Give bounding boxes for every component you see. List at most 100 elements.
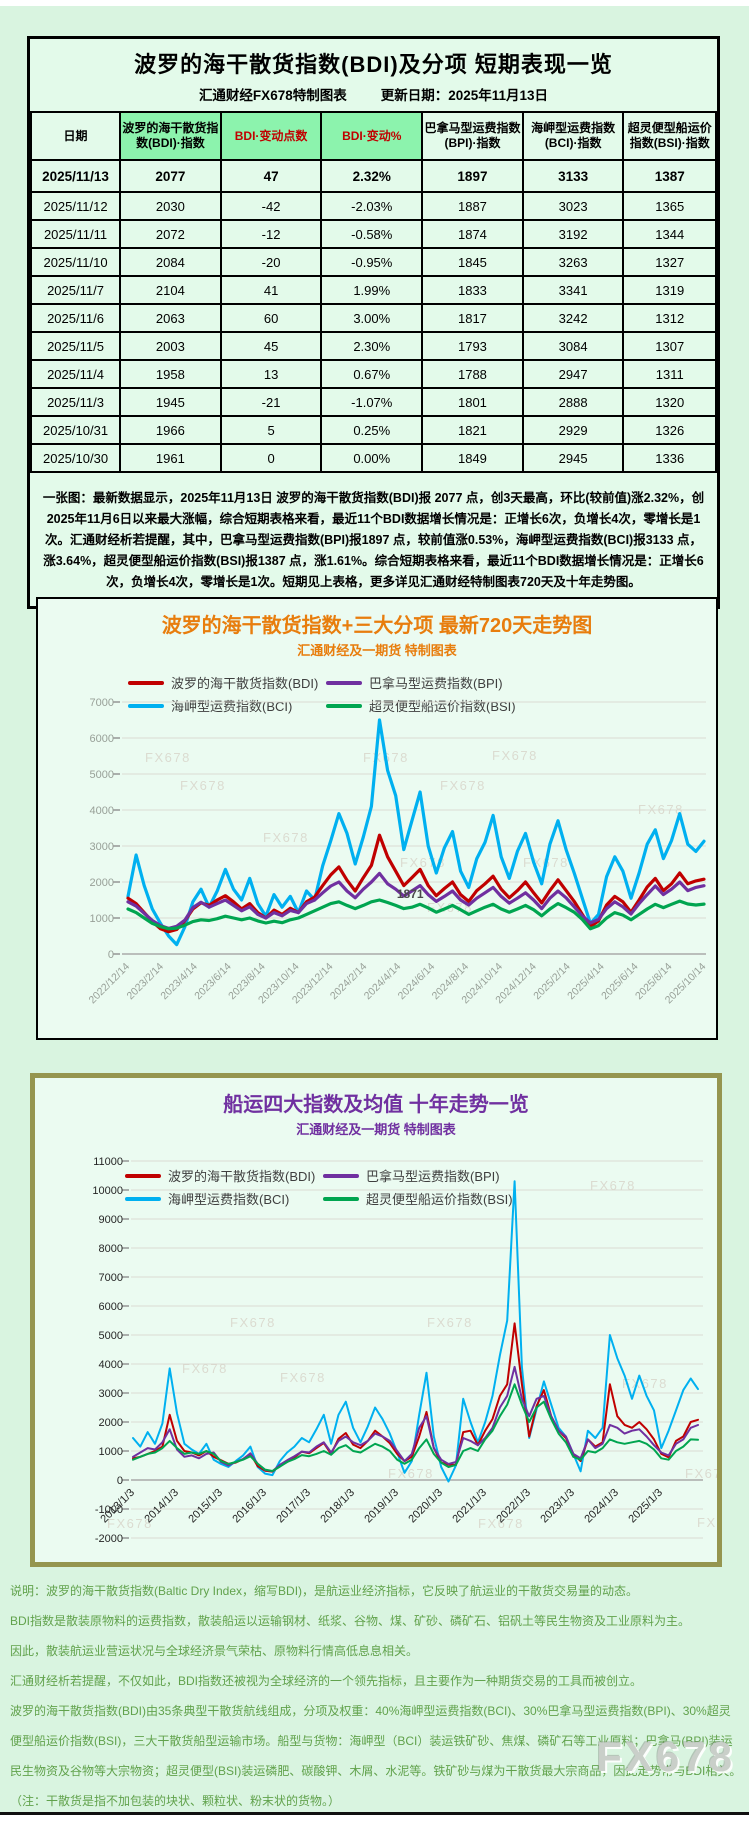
x-tick-label: 2014/1/3 xyxy=(142,1487,181,1526)
chart1-subtitle: 汇通财经及一期货 特制图表 xyxy=(297,643,457,658)
y-tick-label: -2000 xyxy=(95,1533,123,1545)
table-cell: 0.00% xyxy=(320,443,424,473)
fx678-watermark: FX678 xyxy=(388,1466,434,1481)
table-row: 2025/11/4 1958 13 0.67% 1788 2947 1311 xyxy=(29,359,717,389)
table-subtitle: 汇通财经FX678特制图表 更新日期：2025年11月13日 xyxy=(30,84,717,104)
fx678-watermark: FX678 xyxy=(182,1361,228,1376)
fx678-watermark: FX678 xyxy=(107,1516,153,1531)
table-cell: 2025/11/12 xyxy=(29,191,122,221)
column-header: BDI·变动点数 xyxy=(219,111,323,161)
y-tick-label: 6000 xyxy=(99,1301,123,1313)
table-cell: -0.95% xyxy=(320,247,424,277)
series-line-2 xyxy=(132,1180,699,1483)
table-row: 2025/11/11 2072 -12 -0.58% 1874 3192 1344 xyxy=(29,219,717,249)
y-tick-label: -1000 xyxy=(95,1504,123,1516)
table-cell: 1833 xyxy=(421,275,524,305)
table-cell: 1817 xyxy=(421,303,524,333)
table-cell: 13 xyxy=(219,359,323,389)
table-row: 2025/11/6 2063 60 3.00% 1817 3242 1312 xyxy=(29,303,717,333)
footnote-line: 波罗的海干散货指数(BDI)由35条典型干散货航线组成，分项及权重：40%海岬型… xyxy=(10,1704,742,1808)
table-row: 2025/11/13 2077 47 2.32% 1897 3133 1387 xyxy=(29,159,717,193)
table-cell: 2025/11/11 xyxy=(29,219,122,249)
fx678-watermark: FX678 xyxy=(478,1516,524,1531)
table-cell: 5 xyxy=(219,415,323,445)
fx678-watermark: FX678 xyxy=(427,1315,473,1330)
fx678-watermark: FX678 xyxy=(596,1733,735,1780)
table-cell: 3341 xyxy=(521,275,625,305)
table-cell: 1845 xyxy=(421,247,524,277)
table-cell: 1897 xyxy=(421,159,524,193)
table-row: 2025/11/3 1945 -21 -1.07% 1801 2888 1320 xyxy=(29,387,717,417)
legend-swatch-icon xyxy=(323,1173,359,1178)
table-cell: 2104 xyxy=(119,275,222,305)
table-cell: 1307 xyxy=(622,331,717,361)
footnote-line: 说明：波罗的海干散货指数(Baltic Dry Index，缩写BDI)，是航运… xyxy=(10,1584,639,1598)
table-cell: 1849 xyxy=(421,443,524,473)
legend-item: 巴拿马型运费指数(BPI) xyxy=(323,1166,500,1185)
page-bottom-strip xyxy=(0,1815,749,1825)
table-cell: 3263 xyxy=(521,247,625,277)
table-cell: 1336 xyxy=(622,443,717,473)
summary-text: 一张图：最新数据显示，2025年11月13日 波罗的海干散货指数(BDI)报 2… xyxy=(42,491,705,589)
legend-row: 海岬型运费指数(BCI) 超灵便型船运价指数(BSI) xyxy=(38,694,716,717)
table-cell: 0 xyxy=(219,443,323,473)
x-tick-label: 2018/1/3 xyxy=(318,1487,357,1526)
legend-swatch-icon xyxy=(128,680,164,685)
table-row: 2025/11/7 2104 41 1.99% 1833 3341 1319 xyxy=(29,275,717,305)
table-cell: 1365 xyxy=(622,191,717,221)
update-date-label: 更新日期：2025年11月13日 xyxy=(380,88,549,103)
table-cell: 3084 xyxy=(521,331,625,361)
legend-swatch-icon xyxy=(128,703,164,708)
table-body: 2025/11/13 2077 47 2.32% 1897 3133 1387 2025/11… xyxy=(29,159,717,473)
table-cell: -0.58% xyxy=(320,219,424,249)
legend-label: 巴拿马型运费指数(BPI) xyxy=(369,676,503,691)
bdi-data-table: 日期 波罗的海干散货指数(BDI)·指数 BDI·变动点数 BDI·变动% 巴拿马型运费… xyxy=(29,111,717,473)
series-line-2 xyxy=(126,718,706,947)
table-cell: 2003 xyxy=(119,331,222,361)
series-line-3 xyxy=(126,898,706,931)
x-tick-label: 2024/1/3 xyxy=(582,1487,621,1526)
table-cell: 1312 xyxy=(622,303,717,333)
table-cell: 2.32% xyxy=(320,159,424,193)
page-top-strip xyxy=(0,0,749,6)
y-tick-label: 1000 xyxy=(99,1446,123,1458)
column-header: 海岬型运费指数(BCI)·指数 xyxy=(521,111,625,161)
legend-swatch-icon xyxy=(326,680,362,685)
table-cell: 3133 xyxy=(521,159,625,193)
chart1-legend: 波罗的海干散货指数(BDI) 巴拿马型运费指数(BPI) 海岬型运费指数(BCI) 超… xyxy=(38,671,716,717)
page-title: 波罗的海干散货指数(BDI)及分项 短期表现一览 xyxy=(134,52,613,77)
table-row: 2025/11/5 2003 45 2.30% 1793 3084 1307 xyxy=(29,331,717,361)
legend-row: 波罗的海干散货指数(BDI) 巴拿马型运费指数(BPI) xyxy=(35,1164,717,1187)
header-row: 日期 波罗的海干散货指数(BDI)·指数 BDI·变动点数 BDI·变动% 巴拿马型运费… xyxy=(29,111,717,161)
table-cell: 1788 xyxy=(421,359,524,389)
table-row: 2025/11/12 2030 -42 -2.03% 1887 3023 1365 xyxy=(29,191,717,221)
table-cell: 1958 xyxy=(119,359,222,389)
x-tick-label: 2022/12/14 xyxy=(86,961,132,1007)
y-tick-label: 7000 xyxy=(99,1272,123,1284)
y-tick-label: 10000 xyxy=(92,1185,123,1197)
footnote-line: 因此，散装航运业营运状况与全球经济景气荣枯、原物料行情高低息息相关。 xyxy=(10,1644,419,1658)
x-tick-label: 2020/1/3 xyxy=(406,1487,445,1526)
chart2-subtitle: 汇通财经及一期货 特制图表 xyxy=(296,1122,456,1137)
table-cell: 1887 xyxy=(421,191,524,221)
y-tick-label: 2000 xyxy=(90,877,114,889)
legend-item: 海岬型运费指数(BCI) xyxy=(128,696,326,715)
table-cell: -42 xyxy=(219,191,323,221)
x-tick-label: 2017/1/3 xyxy=(274,1487,313,1526)
table-cell: 41 xyxy=(219,275,323,305)
chart2-title: 船运四大指数及均值 十年走势一览 xyxy=(223,1094,529,1116)
table-cell: 2.30% xyxy=(320,331,424,361)
table-cell: 1961 xyxy=(119,443,222,473)
fx678-watermark: FX678 xyxy=(263,830,309,845)
y-tick-label: 5000 xyxy=(99,1330,123,1342)
table-cell: 2030 xyxy=(119,191,222,221)
legend-label: 超灵便型船运价指数(BSI) xyxy=(366,1192,513,1207)
y-tick-label: 0 xyxy=(108,949,114,961)
table-cell: 1966 xyxy=(119,415,222,445)
y-tick-label: 7000 xyxy=(90,697,114,709)
legend-item: 巴拿马型运费指数(BPI) xyxy=(326,673,503,692)
column-header: 日期 xyxy=(29,111,122,161)
fx678-watermark: FX678 xyxy=(492,748,538,763)
x-tick-label: 2023/1/3 xyxy=(538,1487,577,1526)
y-tick-label: 0 xyxy=(117,1475,123,1487)
